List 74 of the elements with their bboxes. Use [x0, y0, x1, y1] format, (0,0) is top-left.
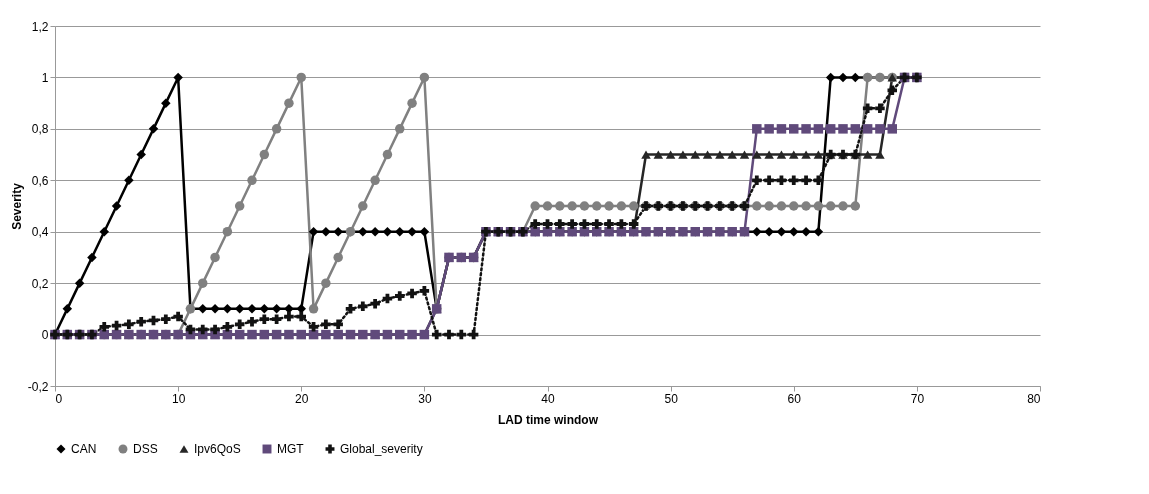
point: [259, 304, 270, 314]
point: [739, 150, 750, 159]
point: [271, 304, 282, 314]
x-tick-label: 30: [418, 391, 432, 406]
point: [776, 226, 787, 237]
legend-label: Global_severity: [340, 442, 423, 456]
point: [87, 252, 97, 263]
x-tick-label: 70: [910, 391, 925, 406]
point: [653, 150, 664, 159]
legend-label: CAN: [71, 442, 97, 456]
point: [764, 150, 774, 159]
point: [702, 150, 713, 159]
point: [111, 201, 122, 211]
point: [789, 226, 799, 237]
point: [838, 72, 848, 83]
point: [370, 226, 380, 237]
point: [641, 150, 651, 159]
point: [136, 149, 146, 160]
point: [850, 72, 861, 83]
y-tick-label: 0,4: [31, 225, 49, 240]
point: [148, 124, 159, 134]
point: [74, 278, 85, 288]
point: [813, 150, 824, 159]
x-tick-label: 10: [171, 391, 186, 406]
x-tick-label: 80: [1027, 391, 1041, 406]
point: [764, 226, 774, 237]
y-tick-label: 0: [41, 328, 49, 343]
point: [752, 226, 762, 237]
point: [813, 226, 824, 237]
x-tick-label: 20: [295, 391, 309, 406]
point: [173, 72, 183, 83]
legend-label: Ipv6QoS: [194, 442, 241, 456]
point: [321, 226, 331, 237]
y-axis-title: Severity: [9, 182, 24, 230]
x-tick-label: 0: [55, 391, 63, 406]
y-tick-label: 0,6: [31, 173, 49, 188]
point: [665, 150, 676, 159]
point: [407, 226, 417, 237]
point: [124, 175, 134, 186]
y-tick-label: 1: [41, 70, 49, 85]
y-tick-label: 1,2: [31, 19, 49, 34]
x-tick-label: 50: [664, 391, 679, 406]
x-tick-label: 40: [541, 391, 555, 406]
point: [690, 150, 700, 159]
point: [801, 150, 811, 159]
point: [99, 226, 109, 237]
point: [862, 150, 873, 159]
point: [395, 226, 405, 237]
point: [801, 226, 811, 237]
point: [333, 226, 343, 237]
point: [715, 150, 725, 159]
point: [825, 72, 836, 83]
point: [727, 150, 737, 159]
point: [875, 150, 885, 159]
point: [776, 150, 787, 159]
point: [234, 304, 245, 314]
point: [789, 150, 799, 159]
point: [161, 98, 171, 108]
legend-label: DSS: [133, 442, 158, 456]
point: [62, 304, 73, 314]
y-tick-label: 0,8: [31, 122, 49, 137]
point: [358, 226, 368, 237]
x-tick-label: 60: [787, 391, 802, 406]
point: [419, 226, 430, 237]
legend-label: MGT: [277, 442, 305, 456]
x-axis-title: LAD time window: [498, 412, 599, 427]
point: [222, 304, 233, 314]
point: [678, 150, 688, 159]
y-tick-label: -0,2: [27, 379, 49, 394]
point: [382, 226, 393, 237]
point: [752, 150, 762, 159]
point: [308, 226, 319, 237]
y-tick-label: 0,2: [31, 276, 49, 291]
point: [198, 304, 208, 314]
